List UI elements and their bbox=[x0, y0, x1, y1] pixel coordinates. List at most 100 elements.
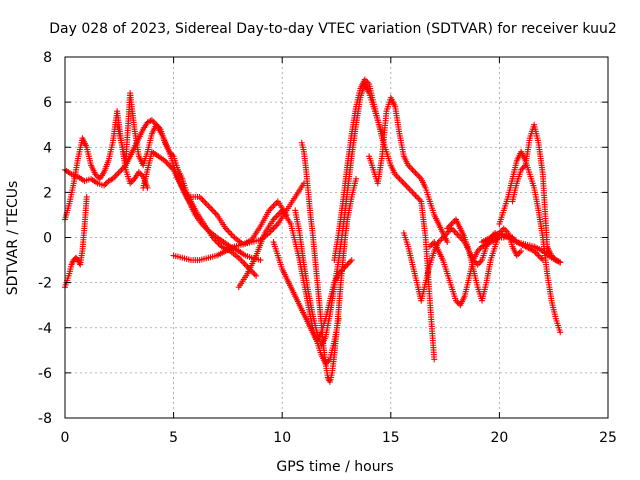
x-tick-label: 25 bbox=[599, 430, 617, 446]
data-point-plus bbox=[211, 236, 218, 243]
data-point-plus bbox=[147, 117, 154, 124]
data-point-plus bbox=[399, 178, 406, 185]
data-point-plus bbox=[115, 169, 122, 176]
data-point-plus bbox=[209, 207, 216, 214]
data-point-plus bbox=[206, 204, 213, 211]
series-sat-r bbox=[509, 121, 564, 266]
data-point-plus bbox=[353, 175, 360, 182]
data-point-plus bbox=[444, 239, 451, 246]
x-tick-label: 0 bbox=[61, 430, 70, 446]
data-point-plus bbox=[445, 223, 452, 230]
axis-ticks bbox=[64, 56, 609, 419]
data-point-plus bbox=[205, 202, 212, 209]
y-tick-label: 0 bbox=[43, 231, 52, 247]
data-point-plus bbox=[397, 177, 404, 184]
data-point-plus bbox=[409, 189, 416, 196]
data-point-plus bbox=[557, 329, 564, 336]
series-sat-l bbox=[331, 76, 438, 363]
data-point-plus bbox=[227, 229, 234, 236]
data-point-plus bbox=[444, 225, 451, 232]
x-axis-title: GPS time / hours bbox=[276, 459, 393, 475]
series-sat-k bbox=[270, 239, 355, 345]
y-tick-label: 8 bbox=[43, 50, 52, 66]
data-point-plus bbox=[271, 201, 278, 208]
series-sat-g bbox=[187, 193, 290, 248]
data-point-plus bbox=[348, 257, 355, 264]
data-point-plus bbox=[412, 169, 419, 176]
data-point-plus bbox=[476, 260, 483, 267]
data-point-plus bbox=[112, 172, 119, 179]
series-sat-e bbox=[140, 148, 260, 279]
series-sat-q bbox=[496, 148, 564, 336]
y-tick-label: -6 bbox=[38, 366, 52, 382]
x-tick-labels: 0 5 10 15 20 25 bbox=[61, 430, 617, 446]
data-point-plus bbox=[238, 257, 245, 264]
data-point-plus bbox=[410, 168, 417, 175]
data-point-plus bbox=[271, 214, 278, 221]
data-point-plus bbox=[251, 271, 258, 278]
data-point-plus bbox=[250, 269, 257, 276]
data-point-plus bbox=[413, 193, 420, 200]
data-point-plus bbox=[201, 198, 208, 205]
data-point-plus bbox=[415, 195, 422, 202]
data-point-plus bbox=[409, 166, 416, 173]
y-tick-label: 2 bbox=[43, 185, 52, 201]
data-point-plus bbox=[212, 210, 219, 217]
data-point-plus bbox=[240, 259, 247, 266]
data-point-plus bbox=[164, 160, 171, 167]
data-point-plus bbox=[347, 258, 354, 265]
x-tick-label: 5 bbox=[169, 430, 178, 446]
data-point-plus bbox=[412, 192, 419, 199]
data-point-plus bbox=[270, 202, 277, 209]
data-point-plus bbox=[229, 232, 236, 239]
y-tick-labels: -8 -6 -4 -2 0 2 4 6 8 bbox=[38, 50, 52, 427]
data-point-plus bbox=[269, 204, 276, 211]
data-point-plus bbox=[274, 211, 281, 218]
data-point-plus bbox=[450, 219, 457, 226]
data-point-plus bbox=[450, 226, 457, 233]
data-point-plus bbox=[224, 226, 231, 233]
data-point-plus bbox=[557, 259, 564, 266]
data-point-plus bbox=[83, 193, 90, 200]
series-sat-b bbox=[62, 108, 151, 223]
data-point-plus bbox=[395, 174, 402, 181]
data-point-plus bbox=[538, 255, 545, 262]
series-sat-c bbox=[62, 193, 90, 291]
data-point-plus bbox=[253, 272, 260, 279]
data-point-plus bbox=[518, 248, 525, 255]
data-point-plus bbox=[535, 252, 542, 259]
data-point-plus bbox=[408, 187, 415, 194]
data-point-plus bbox=[237, 256, 244, 263]
x-tick-label: 15 bbox=[382, 430, 400, 446]
y-tick-label: -2 bbox=[38, 276, 52, 292]
y-tick-label: 4 bbox=[43, 140, 52, 156]
data-point-plus bbox=[403, 183, 410, 190]
y-axis-title: SDTVAR / TECUs bbox=[5, 181, 21, 296]
data-point-plus bbox=[202, 199, 209, 206]
data-point-plus bbox=[271, 223, 278, 230]
chart-title: Day 028 of 2023, Sidereal Day-to-day VTE… bbox=[49, 21, 617, 37]
data-point-plus bbox=[241, 260, 248, 267]
data-point-plus bbox=[500, 225, 507, 232]
data-point-plus bbox=[117, 168, 124, 175]
data-point-plus bbox=[396, 175, 403, 182]
data-point-plus bbox=[431, 356, 438, 363]
data-point-plus bbox=[198, 195, 205, 202]
data-point-plus bbox=[451, 228, 458, 235]
data-points bbox=[62, 76, 564, 385]
data-point-plus bbox=[228, 231, 235, 238]
data-point-plus bbox=[447, 222, 454, 229]
data-point-plus bbox=[338, 267, 345, 274]
series-sat-a bbox=[62, 117, 264, 264]
data-point-plus bbox=[225, 228, 232, 235]
series-sat-p bbox=[444, 216, 525, 304]
data-point-plus bbox=[400, 180, 407, 187]
data-point-plus bbox=[516, 249, 523, 256]
x-tick-label: 20 bbox=[490, 430, 508, 446]
data-point-plus bbox=[273, 213, 280, 220]
data-point-plus bbox=[345, 260, 352, 267]
data-point-plus bbox=[102, 181, 109, 188]
data-point-plus bbox=[452, 229, 459, 236]
data-point-plus bbox=[273, 222, 280, 229]
